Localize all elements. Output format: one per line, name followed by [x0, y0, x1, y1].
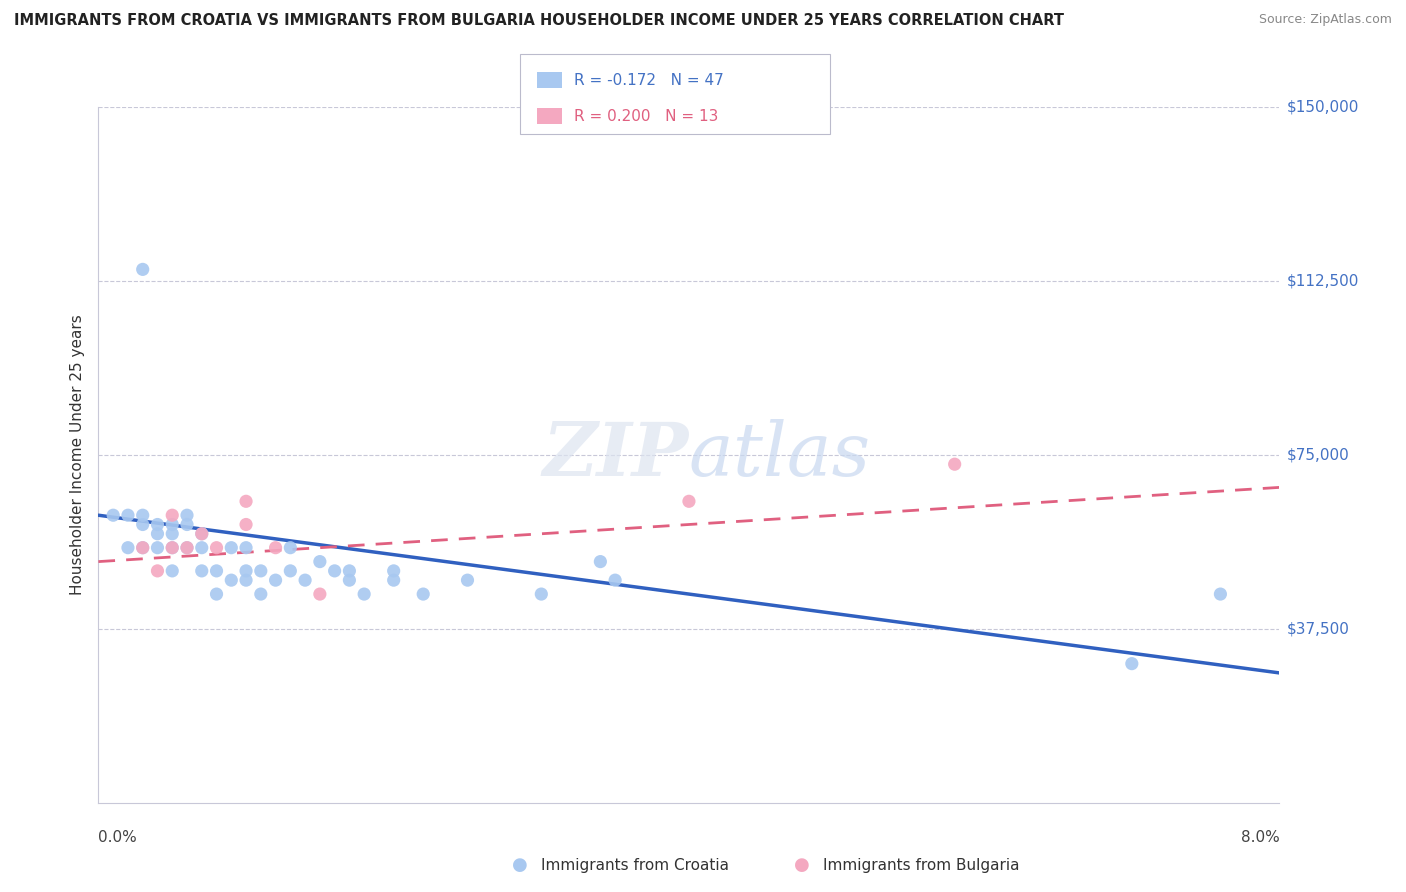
Point	[1209, 587, 1232, 601]
Point	[205, 564, 228, 578]
Point	[162, 508, 183, 523]
Point	[117, 508, 139, 523]
Point	[235, 541, 257, 555]
Point	[132, 541, 155, 555]
Point	[132, 517, 155, 532]
Point	[146, 517, 169, 532]
Point	[412, 587, 434, 601]
Point	[605, 573, 627, 587]
Text: IMMIGRANTS FROM CROATIA VS IMMIGRANTS FROM BULGARIA HOUSEHOLDER INCOME UNDER 25 : IMMIGRANTS FROM CROATIA VS IMMIGRANTS FR…	[14, 13, 1064, 29]
Point	[337, 573, 360, 587]
Text: $150,000: $150,000	[1286, 100, 1358, 114]
Text: Source: ZipAtlas.com: Source: ZipAtlas.com	[1258, 13, 1392, 27]
Text: ZIP: ZIP	[543, 418, 689, 491]
Point	[235, 517, 257, 532]
Point	[191, 526, 214, 541]
Point	[103, 508, 124, 523]
Point	[176, 517, 198, 532]
Point	[323, 564, 346, 578]
Point	[205, 541, 228, 555]
Point	[294, 573, 316, 587]
Point	[162, 517, 183, 532]
Point	[1121, 657, 1143, 671]
Point	[589, 555, 612, 569]
Point	[264, 573, 287, 587]
Point	[943, 457, 966, 471]
Point	[176, 541, 198, 555]
Point	[132, 262, 155, 277]
Text: Immigrants from Croatia: Immigrants from Croatia	[541, 858, 730, 872]
Text: ●: ●	[793, 856, 810, 874]
Point	[678, 494, 700, 508]
Text: $37,500: $37,500	[1286, 622, 1350, 636]
Point	[382, 573, 405, 587]
Point	[162, 564, 183, 578]
Point	[235, 494, 257, 508]
Point	[456, 573, 478, 587]
Point	[250, 587, 273, 601]
Point	[146, 564, 169, 578]
Point	[191, 564, 214, 578]
Point	[382, 564, 405, 578]
Text: atlas: atlas	[689, 418, 872, 491]
Text: 8.0%: 8.0%	[1240, 830, 1279, 845]
Point	[162, 526, 183, 541]
Point	[264, 541, 287, 555]
Text: Immigrants from Bulgaria: Immigrants from Bulgaria	[823, 858, 1019, 872]
Point	[132, 508, 155, 523]
Point	[176, 508, 198, 523]
Point	[308, 587, 332, 601]
Point	[146, 526, 169, 541]
Text: ●: ●	[512, 856, 529, 874]
Point	[219, 573, 242, 587]
Y-axis label: Householder Income Under 25 years: Householder Income Under 25 years	[70, 315, 86, 595]
Point	[235, 564, 257, 578]
Point	[205, 587, 228, 601]
Text: 0.0%: 0.0%	[98, 830, 138, 845]
Point	[176, 541, 198, 555]
Point	[117, 541, 139, 555]
Point	[162, 541, 183, 555]
Point	[191, 541, 214, 555]
Text: R = 0.200   N = 13: R = 0.200 N = 13	[574, 109, 718, 124]
Point	[162, 541, 183, 555]
Text: R = -0.172   N = 47: R = -0.172 N = 47	[574, 72, 724, 87]
Point	[337, 564, 360, 578]
Text: $112,500: $112,500	[1286, 274, 1358, 288]
Text: $75,000: $75,000	[1286, 448, 1350, 462]
Point	[132, 541, 155, 555]
Point	[278, 564, 301, 578]
Point	[250, 564, 273, 578]
Point	[353, 587, 375, 601]
Point	[235, 573, 257, 587]
Point	[278, 541, 301, 555]
Point	[308, 555, 332, 569]
Point	[146, 541, 169, 555]
Point	[219, 541, 242, 555]
Point	[191, 526, 214, 541]
Point	[530, 587, 553, 601]
